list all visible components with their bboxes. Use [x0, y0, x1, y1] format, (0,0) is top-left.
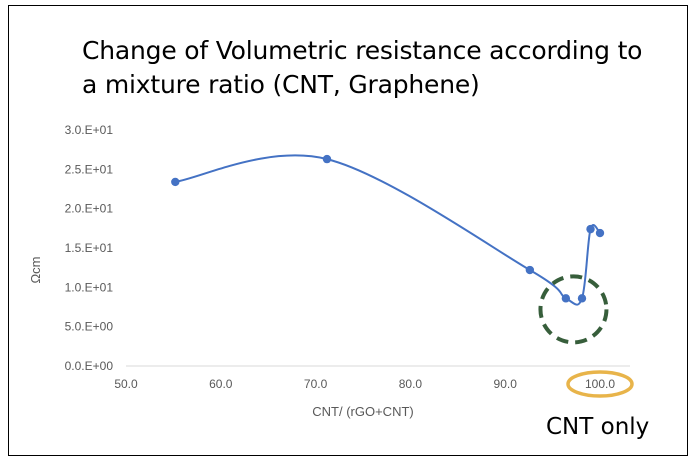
chart-frame — [8, 5, 688, 456]
x-tick-label: 100.0 — [585, 377, 615, 391]
data-point — [595, 228, 605, 238]
x-tick-label: 90.0 — [494, 377, 518, 391]
data-point — [561, 294, 571, 303]
data-point — [586, 224, 595, 234]
y-axis-title: Ωcm — [28, 256, 43, 283]
y-axis: 0.0.E+00 5.0.E+00 1.0.E+01 1.5.E+01 2.0.E+01… — [65, 123, 114, 373]
y-tick-label: 2.5.E+01 — [65, 162, 114, 176]
chart-title: Change of Volumetric resistance accordin… — [82, 34, 642, 102]
y-tick-label: 2.0.E+01 — [65, 202, 114, 216]
y-tick-label: 0.0.E+00 — [65, 359, 114, 373]
y-tick-label: 1.0.E+01 — [65, 280, 114, 294]
chart-title-line-2: a mixture ratio (CNT, Graphene) — [82, 70, 480, 99]
x-tick-label: 70.0 — [304, 377, 328, 391]
series-line — [175, 154, 601, 306]
x-tick-label: 60.0 — [209, 377, 233, 391]
highlight-circle — [538, 274, 609, 345]
chart-title-line-1: Change of Volumetric resistance accordin… — [82, 36, 643, 65]
data-point — [322, 154, 332, 164]
x-tick-label: 80.0 — [399, 377, 423, 391]
x-tick-label: 50.0 — [114, 377, 138, 391]
y-tick-label: 3.0.E+01 — [65, 123, 114, 137]
data-point — [525, 265, 535, 275]
data-points — [171, 154, 605, 303]
data-point — [577, 294, 587, 303]
y-tick-label: 1.5.E+01 — [65, 241, 114, 255]
x-axis-title: CNT/ (rGO+CNT) — [312, 404, 413, 419]
x-axis: 50.0 60.0 70.0 80.0 90.0 100.0 — [114, 377, 615, 391]
cnt-only-highlight-oval — [566, 370, 634, 398]
y-tick-label: 5.0.E+00 — [65, 320, 114, 334]
data-point — [171, 177, 180, 187]
cnt-only-label: CNT only — [546, 414, 650, 440]
